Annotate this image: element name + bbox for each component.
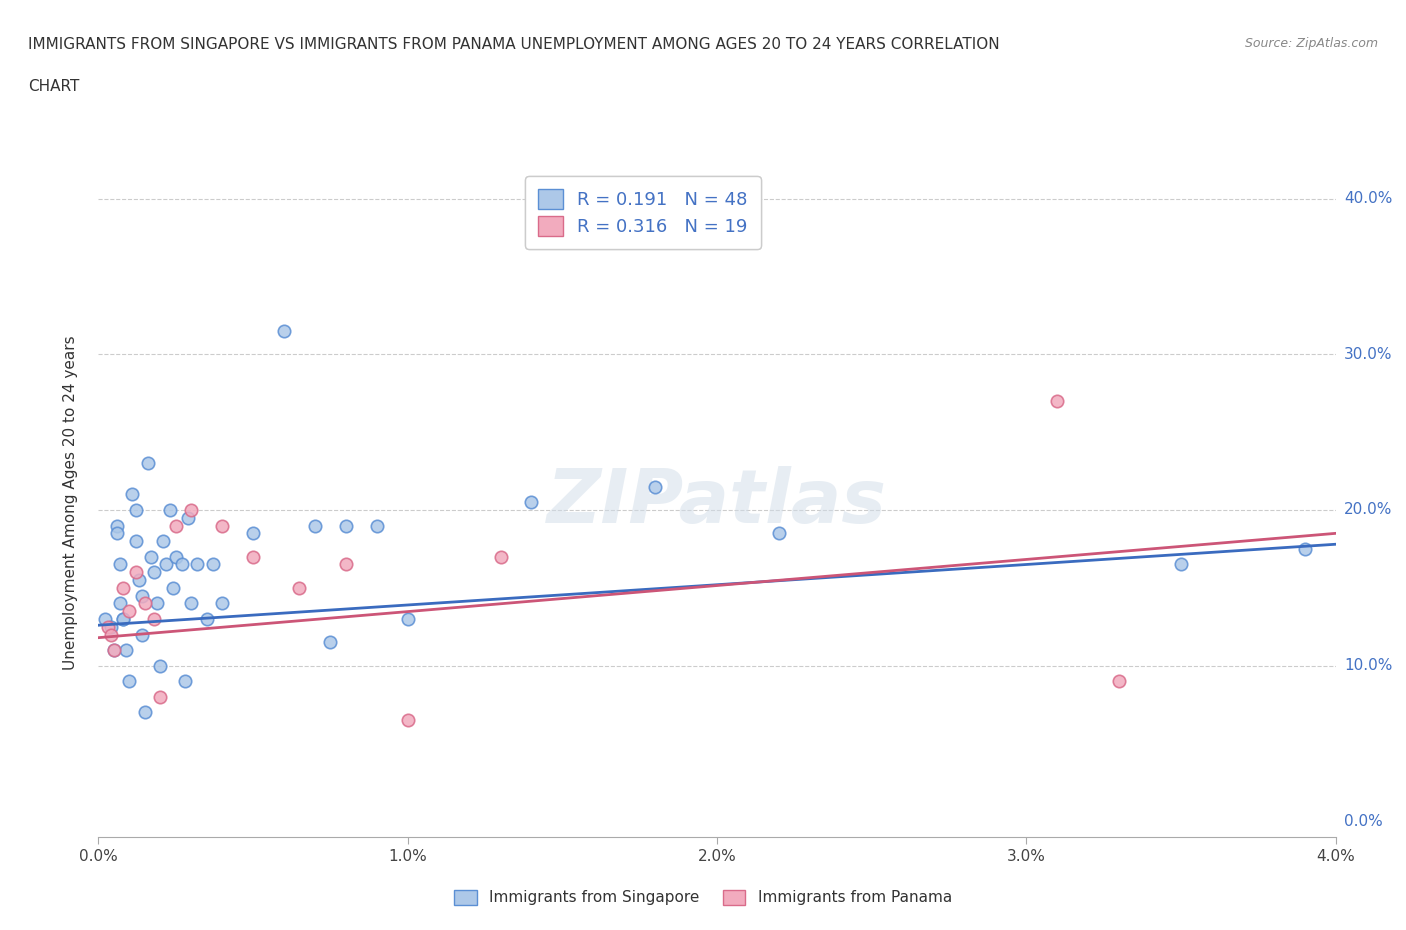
Point bbox=[195, 612, 218, 627]
Point bbox=[105, 518, 128, 533]
Point bbox=[105, 525, 128, 540]
Point bbox=[162, 580, 184, 595]
Legend: R = 0.191   N = 48, R = 0.316   N = 19: R = 0.191 N = 48, R = 0.316 N = 19 bbox=[524, 177, 761, 248]
Point bbox=[124, 565, 146, 579]
Point bbox=[149, 689, 172, 704]
Point bbox=[304, 518, 326, 533]
Point bbox=[242, 525, 264, 540]
Point bbox=[128, 573, 150, 588]
Point bbox=[131, 627, 153, 642]
Point bbox=[288, 580, 311, 595]
Point bbox=[103, 643, 125, 658]
Point bbox=[108, 596, 131, 611]
Point bbox=[159, 502, 181, 517]
Point bbox=[273, 324, 295, 339]
Point bbox=[335, 557, 357, 572]
Point bbox=[146, 596, 169, 611]
Point bbox=[136, 456, 159, 471]
Point bbox=[1170, 557, 1192, 572]
Point bbox=[112, 580, 135, 595]
Point bbox=[768, 525, 790, 540]
Point bbox=[149, 658, 172, 673]
Y-axis label: Unemployment Among Ages 20 to 24 years: Unemployment Among Ages 20 to 24 years bbox=[63, 335, 77, 670]
Text: IMMIGRANTS FROM SINGAPORE VS IMMIGRANTS FROM PANAMA UNEMPLOYMENT AMONG AGES 20 T: IMMIGRANTS FROM SINGAPORE VS IMMIGRANTS … bbox=[28, 37, 1000, 52]
Point bbox=[124, 502, 146, 517]
Point bbox=[1108, 674, 1130, 689]
Point bbox=[103, 643, 125, 658]
Text: 0.0%: 0.0% bbox=[1344, 814, 1382, 829]
Point bbox=[319, 635, 342, 650]
Point bbox=[112, 612, 135, 627]
Point bbox=[97, 619, 120, 634]
Point bbox=[201, 557, 224, 572]
Point bbox=[121, 487, 143, 502]
Point bbox=[335, 518, 357, 533]
Point bbox=[242, 550, 264, 565]
Point bbox=[489, 550, 512, 565]
Point bbox=[396, 712, 419, 727]
Point bbox=[124, 534, 146, 549]
Text: 40.0%: 40.0% bbox=[1344, 191, 1392, 206]
Point bbox=[165, 518, 187, 533]
Point bbox=[152, 534, 174, 549]
Text: Source: ZipAtlas.com: Source: ZipAtlas.com bbox=[1244, 37, 1378, 50]
Point bbox=[165, 550, 187, 565]
Point bbox=[100, 627, 122, 642]
Point bbox=[644, 479, 666, 494]
Text: ZIPatlas: ZIPatlas bbox=[547, 466, 887, 538]
Point bbox=[118, 604, 141, 618]
Point bbox=[155, 557, 177, 572]
Point bbox=[143, 612, 166, 627]
Point bbox=[180, 502, 202, 517]
Point bbox=[100, 619, 122, 634]
Point bbox=[143, 565, 166, 579]
Point bbox=[134, 596, 156, 611]
Point bbox=[1046, 393, 1069, 408]
Point bbox=[186, 557, 208, 572]
Point bbox=[366, 518, 388, 533]
Point bbox=[134, 705, 156, 720]
Point bbox=[396, 612, 419, 627]
Point bbox=[177, 511, 200, 525]
Point bbox=[131, 588, 153, 603]
Point bbox=[170, 557, 193, 572]
Point bbox=[211, 518, 233, 533]
Point bbox=[93, 612, 115, 627]
Point bbox=[139, 550, 162, 565]
Text: 10.0%: 10.0% bbox=[1344, 658, 1392, 673]
Point bbox=[118, 674, 141, 689]
Point bbox=[520, 495, 543, 510]
Point bbox=[174, 674, 197, 689]
Point bbox=[211, 596, 233, 611]
Point bbox=[112, 612, 135, 627]
Text: 30.0%: 30.0% bbox=[1344, 347, 1392, 362]
Text: CHART: CHART bbox=[28, 79, 80, 94]
Point bbox=[115, 643, 138, 658]
Point bbox=[180, 596, 202, 611]
Text: 20.0%: 20.0% bbox=[1344, 502, 1392, 517]
Legend: Immigrants from Singapore, Immigrants from Panama: Immigrants from Singapore, Immigrants fr… bbox=[447, 883, 959, 913]
Point bbox=[108, 557, 131, 572]
Point bbox=[1294, 541, 1316, 556]
